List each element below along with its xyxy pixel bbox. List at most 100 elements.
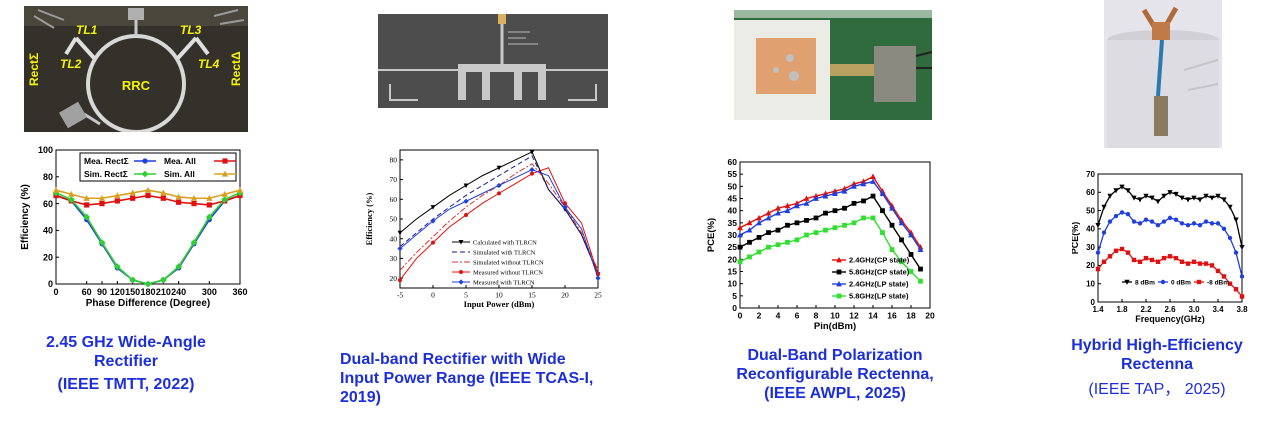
data-point	[160, 189, 167, 196]
legend-marker	[836, 269, 842, 275]
data-point	[1227, 204, 1233, 210]
data-point	[1095, 250, 1101, 255]
data-point	[737, 231, 743, 238]
x-axis-label: Phase Difference (Degree)	[86, 298, 211, 309]
data-point	[737, 224, 743, 231]
legend-label: Simulated without TLRCN	[473, 259, 544, 266]
data-point	[1203, 219, 1209, 224]
y-tick-label: 30	[728, 230, 738, 240]
data-point	[1209, 221, 1215, 226]
data-point	[1131, 257, 1137, 263]
data-point	[1125, 212, 1131, 217]
data-point	[529, 149, 535, 155]
data-point	[747, 239, 752, 245]
y-tick-label: 10	[1086, 280, 1095, 289]
caption-3-line1: Dual-Band Polarization	[747, 347, 923, 364]
y-tick-label: 0	[1091, 298, 1096, 307]
legend-marker	[836, 280, 842, 287]
legend-label: 0 dBm	[1171, 279, 1191, 286]
data-point	[159, 276, 167, 284]
data-point	[1221, 274, 1227, 279]
data-point	[794, 237, 800, 243]
caption-1-line2: Rectifier	[93, 353, 159, 370]
y-tick-label: 40	[728, 206, 738, 216]
data-point	[823, 210, 828, 216]
data-point	[98, 239, 106, 246]
data-point	[1119, 210, 1125, 215]
data-point	[1107, 254, 1113, 259]
data-point	[1173, 191, 1179, 197]
legend-label: 5.8GHz(CP state)	[849, 268, 910, 277]
legend-marker	[458, 279, 464, 285]
x-tick-label: 60	[82, 287, 92, 297]
x-tick-label: 14	[868, 311, 878, 321]
data-point	[1161, 193, 1167, 199]
data-point	[1191, 259, 1197, 264]
data-point	[1209, 263, 1215, 268]
x-tick-label: 10	[495, 291, 503, 300]
x-tick-label: 300	[202, 287, 217, 297]
data-point	[463, 198, 469, 204]
data-point	[1215, 193, 1221, 199]
data-point	[67, 196, 75, 203]
chart-3: 0 2 4 6 8 10 12 14 16 18 2005101520253035404550556…	[706, 157, 935, 332]
y-tick-label: 15	[728, 266, 738, 276]
legend-label: 8 dBm	[1135, 279, 1155, 286]
data-point	[1215, 268, 1221, 274]
data-point	[176, 199, 182, 205]
y-tick-label: 5	[732, 291, 737, 301]
data-point	[221, 190, 228, 197]
data-point	[737, 244, 743, 250]
x-tick-label: 360	[232, 287, 247, 297]
x-tick-label: 210	[156, 287, 171, 297]
legend-label: Mea. All	[164, 156, 196, 166]
x-tick-label: 1.4	[1092, 305, 1104, 314]
x-axis-label: Input Power (dBm)	[464, 299, 535, 309]
y-tick-label: 80	[390, 155, 398, 164]
data-point	[851, 183, 857, 189]
data-point	[784, 202, 791, 209]
y-tick-label: 80	[43, 172, 53, 182]
y-tick-label: 20	[728, 254, 738, 264]
data-point	[784, 207, 791, 214]
data-point	[1113, 248, 1119, 253]
tl4-label: TL4	[198, 57, 220, 71]
data-point	[803, 195, 810, 201]
data-point	[1095, 223, 1101, 229]
data-point	[765, 214, 772, 221]
x-tick-label: 4	[776, 311, 781, 321]
data-point	[880, 208, 885, 214]
data-point	[813, 230, 819, 235]
caption-4-line3: (IEEE TAP， 2025)	[1088, 381, 1226, 398]
x-tick-label: 0	[53, 287, 58, 297]
data-point	[746, 219, 753, 226]
data-point	[1239, 274, 1245, 279]
data-point	[766, 230, 771, 235]
data-point	[1221, 197, 1227, 203]
legend-marker	[1160, 279, 1166, 285]
data-point	[785, 239, 790, 245]
legend-marker	[142, 158, 148, 164]
caption-2: Dual-band Rectifier with Wide Input Powe…	[340, 350, 640, 407]
data-point	[851, 220, 857, 226]
data-point	[1131, 219, 1137, 224]
caption-3: Dual-Band Polarization Reconfigurable Re…	[712, 346, 958, 403]
x-tick-label: 3.0	[1188, 305, 1200, 314]
y-tick-label: 70	[1086, 170, 1095, 179]
data-point	[68, 190, 75, 197]
data-point	[1101, 259, 1107, 264]
data-point	[1203, 261, 1209, 266]
data-point	[861, 198, 866, 204]
data-point	[190, 239, 198, 246]
caption-4-line1: Hybrid High-Efficiency	[1071, 337, 1243, 354]
y-tick-label: 60	[43, 199, 53, 209]
data-point	[1143, 255, 1149, 261]
data-point	[1239, 244, 1245, 251]
data-point	[206, 202, 212, 208]
rrc-label: RRC	[122, 78, 151, 93]
data-point	[84, 202, 90, 208]
data-point	[113, 263, 121, 270]
x-tick-label: 20	[925, 311, 935, 321]
data-point	[1227, 281, 1233, 286]
data-point	[1173, 255, 1179, 261]
